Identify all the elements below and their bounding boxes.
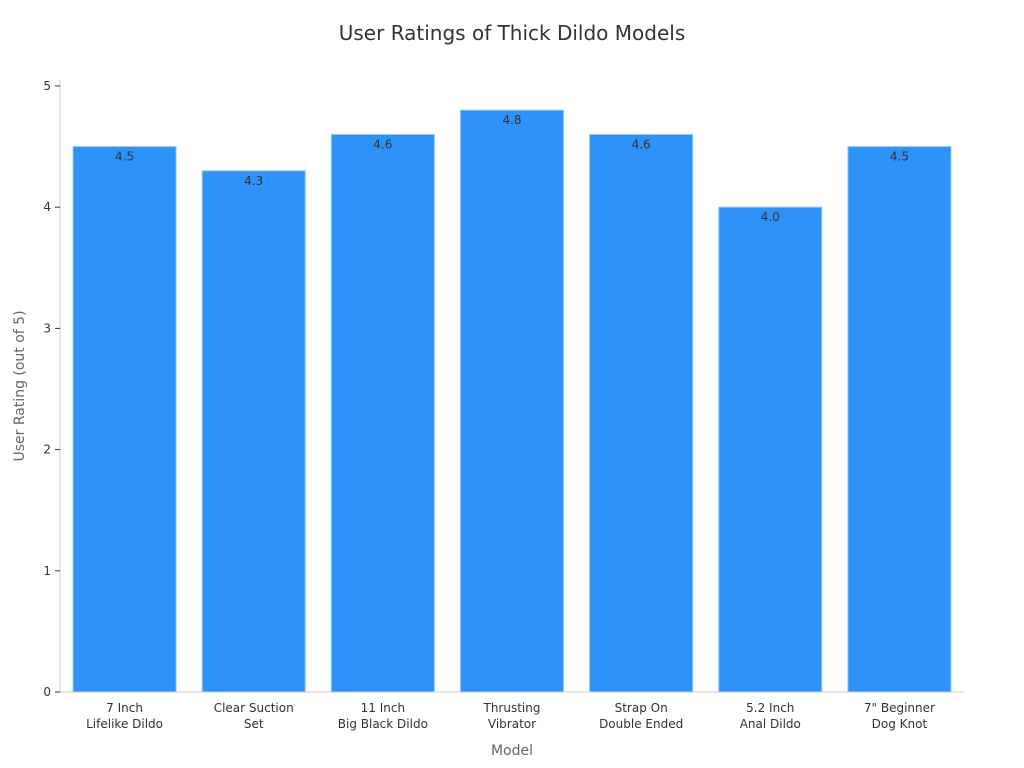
y-tick-label: 5 xyxy=(43,79,51,93)
x-tick-label: 11 Inch Big Black Dildo xyxy=(338,701,428,731)
data-label: 4.6 xyxy=(373,137,392,151)
bar xyxy=(589,133,694,693)
x-axis: 7 Inch Lifelike Dildo Clear Suction Set 11 I… xyxy=(60,691,964,731)
x-tick-label: 7" Beginner Dog Knot xyxy=(864,701,935,731)
bar xyxy=(460,109,564,693)
x-tick-label: Clear Suction Set xyxy=(214,701,294,731)
bar xyxy=(847,146,952,693)
x-tick-label: Thrusting Vibrator xyxy=(483,701,541,731)
data-labels-group: 4.5 4.3 4.6 4.8 4.6 4.0 4.5 xyxy=(115,113,909,224)
x-tick-label: 5.2 Inch Anal Dildo xyxy=(740,701,801,731)
x-axis-title: Model xyxy=(491,743,533,759)
bar xyxy=(72,146,177,693)
y-tick-label: 0 xyxy=(43,685,51,699)
bar xyxy=(330,133,435,693)
x-tick-label: 7 Inch Lifelike Dildo xyxy=(86,701,163,731)
bars-group xyxy=(72,109,952,693)
data-label: 4.8 xyxy=(502,113,521,127)
y-tick-label: 1 xyxy=(43,564,51,578)
chart-title: User Ratings of Thick Dildo Models xyxy=(339,21,686,45)
data-label: 4.0 xyxy=(761,210,780,224)
y-axis: 0 1 2 3 4 5 xyxy=(43,79,61,699)
y-tick-label: 3 xyxy=(43,321,51,335)
bar xyxy=(718,206,823,693)
data-label: 4.5 xyxy=(890,150,909,164)
bar xyxy=(201,170,306,693)
data-label: 4.6 xyxy=(632,137,651,151)
y-tick-label: 2 xyxy=(43,443,51,457)
y-tick-label: 4 xyxy=(43,200,51,214)
y-axis-title: User Rating (out of 5) xyxy=(12,310,28,461)
data-label: 4.3 xyxy=(244,174,263,188)
data-label: 4.5 xyxy=(115,150,134,164)
x-tick-label: Strap On Double Ended xyxy=(599,701,683,731)
